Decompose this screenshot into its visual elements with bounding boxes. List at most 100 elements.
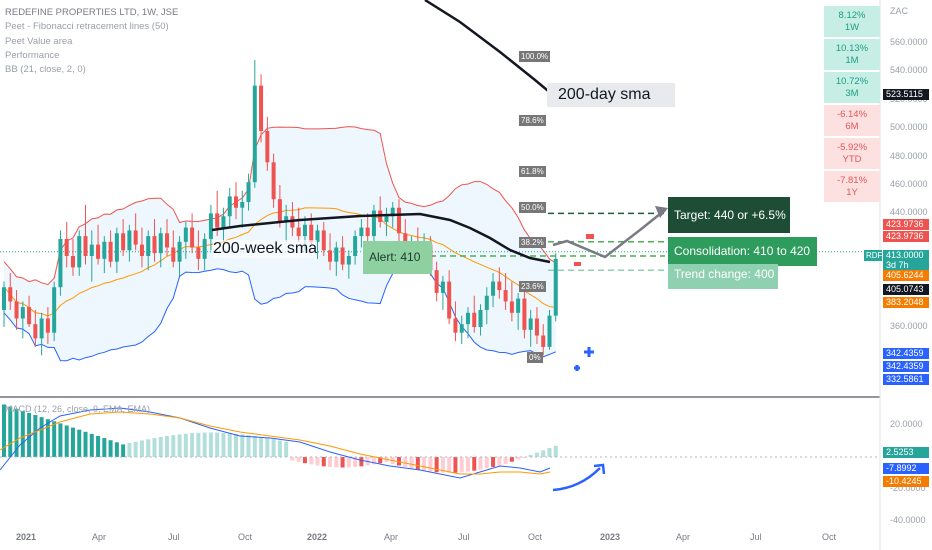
fib-level-tag[interactable]: 61.8% [519, 166, 546, 178]
candle[interactable] [252, 60, 257, 188]
candle[interactable] [146, 230, 151, 271]
candle[interactable] [315, 224, 320, 259]
candle[interactable] [534, 307, 539, 345]
candle[interactable] [133, 213, 138, 251]
candle[interactable] [183, 221, 188, 259]
candle[interactable] [340, 236, 345, 271]
candle[interactable] [2, 281, 6, 327]
candle[interactable] [321, 221, 326, 256]
candle[interactable] [240, 190, 245, 228]
candle[interactable] [472, 295, 477, 333]
candle[interactable] [440, 275, 445, 310]
candle[interactable] [447, 270, 452, 325]
candle[interactable] [434, 261, 439, 302]
candle[interactable] [227, 187, 232, 228]
candle[interactable] [14, 290, 19, 330]
fib-level-tag[interactable]: 50.0% [519, 201, 546, 213]
candle[interactable] [284, 204, 289, 242]
candle[interactable] [8, 273, 13, 310]
candle[interactable] [127, 224, 132, 262]
candle[interactable] [196, 230, 201, 271]
candle[interactable] [334, 241, 339, 276]
candle[interactable] [353, 230, 358, 265]
candle[interactable] [397, 199, 402, 242]
candle[interactable] [152, 219, 157, 262]
candle[interactable] [497, 267, 502, 299]
candle[interactable] [522, 284, 527, 339]
candle[interactable] [58, 230, 63, 296]
candle[interactable] [265, 116, 270, 171]
candle[interactable] [190, 213, 195, 254]
candle[interactable] [177, 236, 182, 276]
candle[interactable] [491, 273, 496, 308]
candle[interactable] [478, 304, 483, 336]
candle[interactable] [45, 307, 50, 345]
annotation-trend-change[interactable]: Trend change: 400 [668, 264, 778, 289]
candle[interactable] [528, 309, 533, 347]
candle[interactable] [553, 253, 558, 322]
candle[interactable] [114, 227, 119, 274]
candle[interactable] [271, 153, 276, 208]
annotation-target[interactable]: Target: 440 or +6.5% [668, 197, 790, 233]
bb-upper-line[interactable] [3, 126, 557, 286]
projection-path[interactable] [552, 209, 666, 259]
fib-level-tag[interactable]: 38.2% [519, 237, 546, 249]
candle[interactable] [509, 281, 514, 322]
sma-200-week-line[interactable] [211, 212, 551, 264]
candle[interactable] [27, 295, 32, 327]
macd-arrow-curve[interactable] [552, 467, 601, 492]
candle[interactable] [202, 233, 207, 271]
candle[interactable] [296, 207, 301, 242]
candle[interactable] [83, 204, 88, 265]
macd-signal-line[interactable] [0, 411, 551, 475]
legend-title[interactable]: REDEFINE PROPERTIES LTD, 1W, JSE [5, 7, 179, 18]
candle[interactable] [259, 74, 264, 143]
fib-level-tag[interactable]: 78.6% [519, 115, 546, 127]
macd-legend[interactable]: MACD (12, 26, close, 9, EMA, EMA) [5, 404, 151, 414]
macd-line[interactable] [0, 407, 551, 479]
legend-fib[interactable]: Peet - Fibonacci retracement lines (50) [5, 21, 169, 33]
candle[interactable] [102, 236, 107, 274]
candle[interactable] [233, 182, 238, 220]
candle[interactable] [108, 230, 113, 268]
candle[interactable] [503, 273, 508, 310]
annotation-200-week-sma[interactable]: 200-week sma [213, 240, 318, 258]
candle[interactable] [165, 219, 170, 256]
annotation-200-day-sma[interactable]: 200-day sma [547, 83, 675, 107]
candle[interactable] [453, 301, 458, 342]
candle[interactable] [516, 292, 521, 330]
candle[interactable] [39, 312, 44, 356]
candle[interactable] [465, 307, 470, 339]
candle[interactable] [346, 250, 351, 279]
annotation-consolidation[interactable]: Consolidation: 410 to 420 [668, 237, 817, 266]
candle[interactable] [77, 230, 82, 276]
symbol-tag[interactable]: RDF [864, 250, 883, 261]
candle[interactable] [459, 315, 464, 345]
legend-value-area[interactable]: Peet Value area [5, 35, 73, 47]
candle[interactable] [158, 227, 163, 268]
legend-bb[interactable]: BB (21, close, 2, 0) [5, 64, 86, 76]
candle[interactable] [33, 309, 38, 347]
fib-level-tag[interactable]: 23.6% [519, 281, 546, 293]
candle[interactable] [221, 207, 226, 242]
bb-lower-line[interactable] [3, 265, 556, 362]
candle[interactable] [246, 173, 251, 211]
candle[interactable] [139, 227, 144, 268]
fib-level-tag[interactable]: 0% [527, 352, 543, 364]
fib-level-tag[interactable]: 100.0% [519, 51, 551, 63]
candle[interactable] [70, 238, 75, 276]
candle[interactable] [371, 204, 376, 242]
candle[interactable] [547, 309, 552, 350]
candle[interactable] [52, 281, 57, 342]
candle[interactable] [20, 301, 25, 339]
candle[interactable] [121, 219, 126, 256]
candle[interactable] [365, 213, 370, 242]
candle[interactable] [484, 287, 489, 325]
candle[interactable] [208, 204, 213, 251]
candle[interactable] [171, 230, 176, 268]
sma-200-day-line[interactable] [424, 0, 554, 96]
candle[interactable] [89, 230, 94, 282]
annotation-alert[interactable]: Alert: 410 [363, 241, 432, 274]
candle[interactable] [384, 207, 389, 237]
